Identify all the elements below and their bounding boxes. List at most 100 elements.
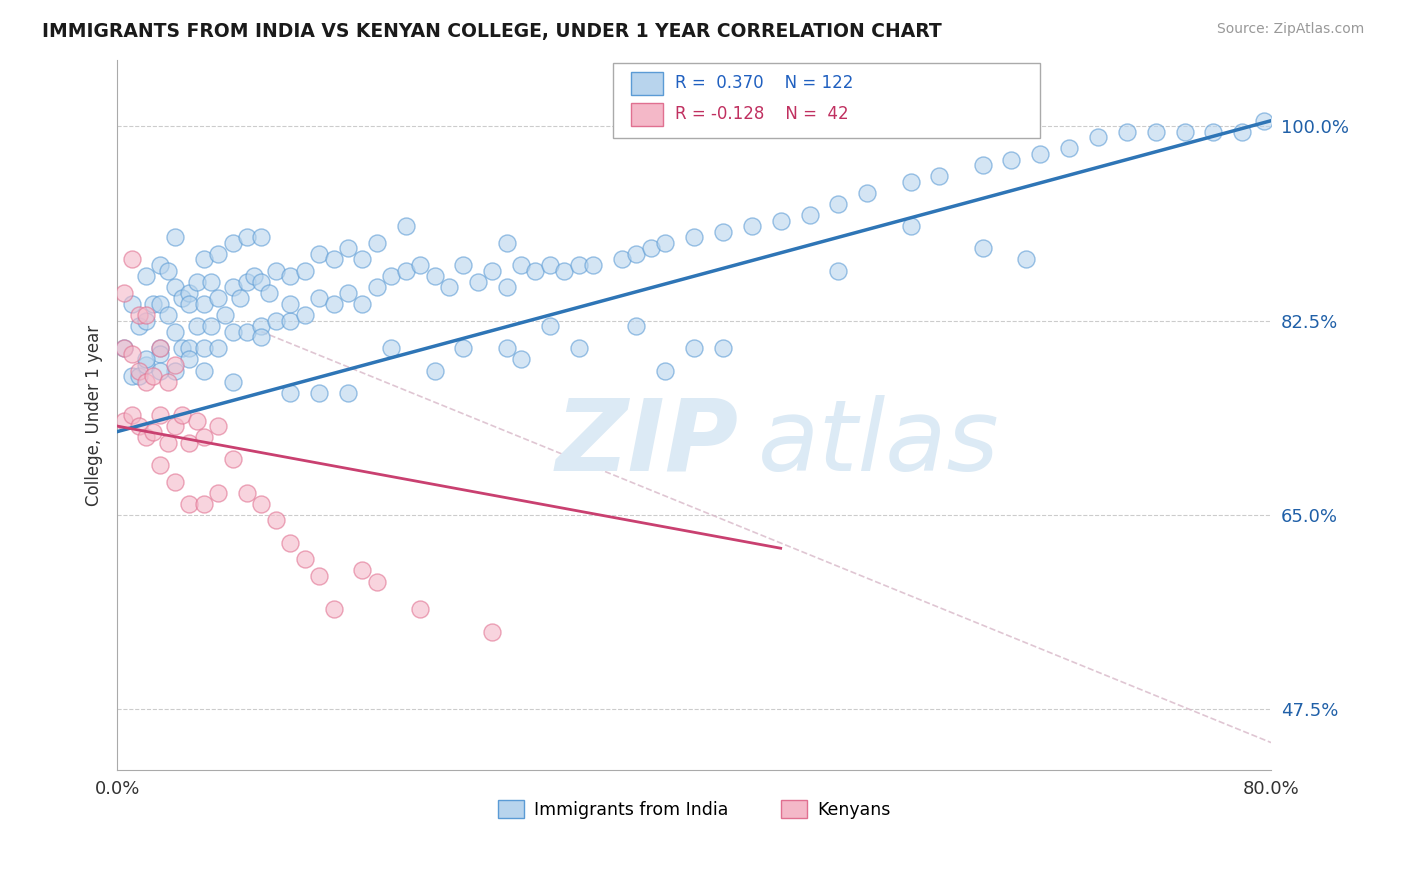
Point (799, 208, 821, 222)
Point (207, 342, 229, 356)
Point (163, 358, 186, 372)
Point (553, 263, 575, 277)
Text: atlas: atlas (758, 395, 1000, 491)
Point (121, 297, 143, 311)
Point (1202, 125, 1225, 139)
Point (128, 369, 150, 384)
Point (538, 258, 561, 272)
Point (1232, 125, 1254, 139)
Point (453, 258, 475, 272)
Point (250, 319, 273, 334)
Point (149, 408, 172, 422)
Point (112, 342, 135, 356)
Point (366, 235, 388, 250)
Point (149, 342, 172, 356)
Text: R =  0.370    N = 122: R = 0.370 N = 122 (675, 74, 853, 92)
Point (352, 297, 374, 311)
Point (128, 419, 150, 434)
Point (308, 291, 330, 305)
Point (163, 325, 186, 339)
Point (250, 330, 273, 344)
Point (149, 342, 172, 356)
Point (221, 280, 243, 294)
Point (207, 485, 229, 500)
Point (135, 308, 157, 322)
Point (121, 369, 143, 384)
Point (827, 263, 849, 277)
Point (524, 263, 547, 277)
Point (163, 280, 186, 294)
Point (467, 275, 489, 289)
Point (193, 430, 215, 444)
Point (322, 252, 344, 267)
Point (112, 285, 135, 300)
Point (193, 363, 215, 377)
Point (308, 247, 330, 261)
Point (135, 352, 157, 367)
Point (453, 342, 475, 356)
Point (135, 313, 157, 327)
Point (193, 297, 215, 311)
Bar (631, 72, 664, 95)
Point (1057, 141, 1080, 155)
Bar (631, 103, 664, 126)
Point (264, 513, 287, 527)
Point (250, 230, 273, 244)
Point (900, 219, 922, 234)
Point (221, 325, 243, 339)
Point (856, 186, 879, 200)
Point (626, 247, 648, 261)
Point (352, 252, 374, 267)
Point (409, 602, 432, 616)
Point (380, 342, 402, 356)
Point (149, 363, 172, 377)
Point (135, 375, 157, 389)
Point (135, 358, 157, 372)
Point (142, 425, 165, 439)
Point (538, 319, 561, 334)
Point (294, 552, 316, 566)
Point (278, 313, 301, 327)
Point (1173, 125, 1195, 139)
Point (972, 158, 994, 172)
Point (186, 413, 208, 427)
Point (568, 258, 591, 272)
Point (711, 342, 734, 356)
Point (395, 263, 418, 277)
Point (510, 258, 533, 272)
Point (437, 280, 460, 294)
Point (128, 319, 150, 334)
Point (236, 485, 259, 500)
Point (179, 497, 201, 511)
Point (207, 419, 229, 434)
Point (243, 269, 266, 284)
Point (409, 258, 432, 272)
Point (278, 535, 301, 549)
Point (264, 313, 287, 327)
Point (1253, 113, 1275, 128)
Point (179, 285, 201, 300)
Point (308, 569, 330, 583)
FancyBboxPatch shape (613, 63, 1040, 137)
Point (207, 247, 229, 261)
Point (568, 342, 591, 356)
Point (769, 213, 792, 227)
Point (1015, 252, 1038, 267)
Y-axis label: College, Under 1 year: College, Under 1 year (86, 325, 103, 506)
Point (510, 352, 533, 367)
Point (236, 275, 259, 289)
Point (172, 408, 194, 422)
Point (193, 497, 215, 511)
Point (423, 363, 446, 377)
Point (683, 230, 706, 244)
Point (214, 308, 236, 322)
Text: R = -0.128    N =  42: R = -0.128 N = 42 (675, 105, 848, 123)
Point (149, 458, 172, 472)
Point (163, 419, 186, 434)
Point (972, 241, 994, 255)
Point (221, 235, 243, 250)
Point (900, 175, 922, 189)
Point (121, 347, 143, 361)
Point (128, 308, 150, 322)
Point (163, 475, 186, 489)
